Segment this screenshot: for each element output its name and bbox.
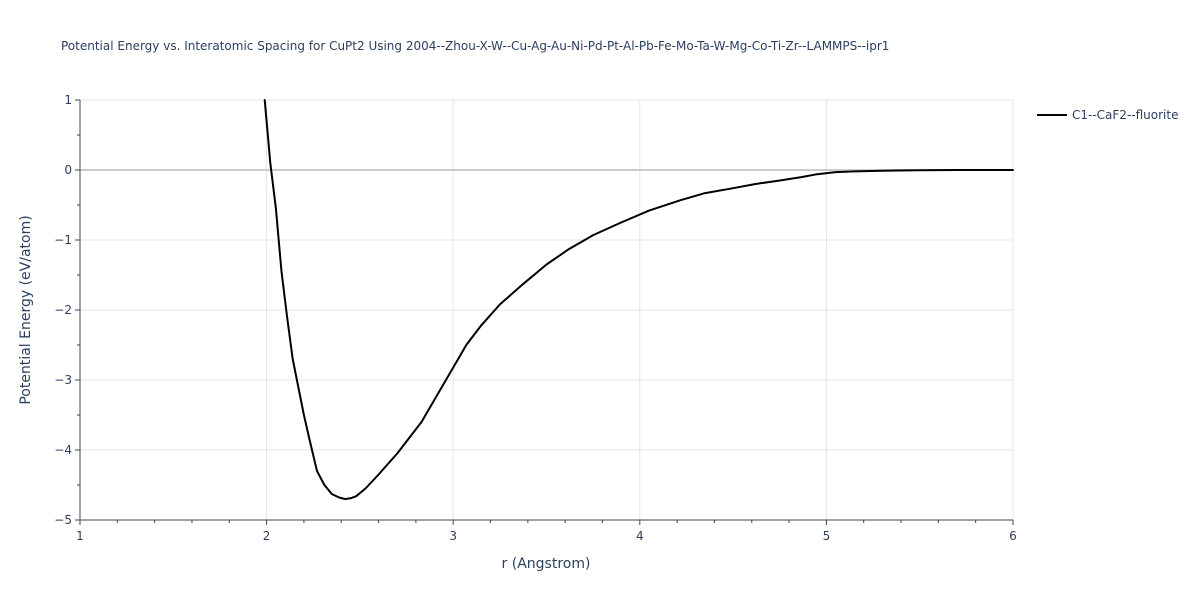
legend[interactable]: C1--CaF2--fluorite <box>1037 108 1178 122</box>
legend-entry-label: C1--CaF2--fluorite <box>1072 108 1178 122</box>
grid-layer <box>80 99 1014 520</box>
x-tick-label: 2 <box>263 529 271 543</box>
x-tick-label: 4 <box>636 529 644 543</box>
chart-title: Potential Energy vs. Interatomic Spacing… <box>61 39 889 53</box>
y-tick-label: −2 <box>54 303 72 317</box>
y-tick-label: −5 <box>54 513 72 527</box>
x-tick-label: 1 <box>76 529 84 543</box>
x-axis-title: r (Angstrom) <box>502 556 591 572</box>
y-tick-label: −3 <box>54 373 72 387</box>
series-line <box>263 99 1014 500</box>
series-layer <box>263 99 1014 500</box>
x-tick-label: 3 <box>449 529 457 543</box>
y-axis-title: Potential Energy (eV/atom) <box>18 215 34 404</box>
axis-layer: 1 2 3 4 5 6 1 0 −1 −2 −3 −4 −5 <box>54 93 1017 543</box>
x-tick-label: 6 <box>1009 529 1017 543</box>
y-tick-label: 0 <box>64 163 72 177</box>
y-tick-label: −1 <box>54 233 72 247</box>
y-tick-label: −4 <box>54 443 72 457</box>
y-tick-label: 1 <box>64 93 72 107</box>
x-tick-label: 5 <box>823 529 831 543</box>
